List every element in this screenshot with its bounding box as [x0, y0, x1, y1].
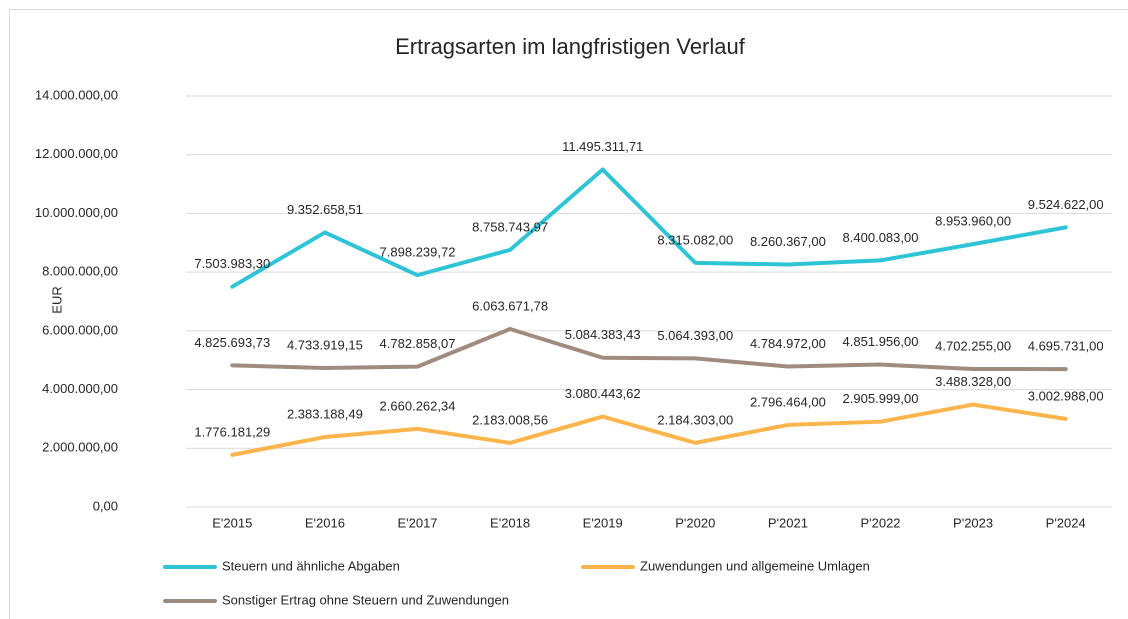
data-label: 7.898.239,72: [380, 245, 456, 260]
data-label: 8.953.960,00: [935, 214, 1011, 229]
data-label: 3.080.443,62: [565, 386, 641, 401]
data-label: 2.183.008,56: [472, 412, 548, 427]
x-tick-label: P'2023: [953, 515, 993, 530]
legend-label: Steuern und ähnliche Abgaben: [222, 558, 400, 573]
data-label: 5.064.393,00: [657, 328, 733, 343]
data-label: 8.758.743,97: [472, 219, 548, 234]
x-tick-label: P'2021: [768, 515, 808, 530]
y-tick-label: 8.000.000,00: [42, 264, 118, 279]
y-tick-label: 12.000.000,00: [35, 146, 118, 161]
data-label: 9.352.658,51: [287, 202, 363, 217]
legend-label: Zuwendungen und allgemeine Umlagen: [640, 558, 870, 573]
data-label: 2.660.262,34: [380, 398, 456, 413]
data-label: 4.702.255,00: [935, 338, 1011, 353]
y-tick-label: 6.000.000,00: [42, 322, 118, 337]
x-tick-label: P'2022: [860, 515, 900, 530]
data-label: 8.260.367,00: [750, 234, 826, 249]
x-tick-label: E'2015: [212, 515, 252, 530]
data-label: 3.488.328,00: [935, 374, 1011, 389]
x-tick-label: E'2018: [490, 515, 530, 530]
y-tick-label: 0,00: [93, 498, 118, 513]
data-label: 2.184.303,00: [657, 412, 733, 427]
y-tick-label: 10.000.000,00: [35, 205, 118, 220]
data-label: 8.400.083,00: [843, 230, 919, 245]
data-label: 11.495.311,71: [562, 139, 643, 154]
y-axis-label: EUR: [49, 286, 64, 313]
data-label: 4.733.919,15: [287, 337, 363, 352]
x-tick-label: E'2016: [305, 515, 345, 530]
data-label: 2.905.999,00: [843, 391, 919, 406]
series-line: [230, 326, 1068, 372]
data-label: 4.784.972,00: [750, 336, 826, 351]
series-line: [230, 167, 1068, 289]
chart-title: Ertragsarten im langfristigen Verlauf: [395, 34, 746, 59]
y-tick-label: 14.000.000,00: [35, 87, 118, 102]
data-label: 5.084.383,43: [565, 327, 641, 342]
data-label: 8.315.082,00: [657, 232, 733, 247]
y-tick-label: 2.000.000,00: [42, 440, 118, 455]
data-label: 1.776.181,29: [194, 424, 270, 439]
series-line: [230, 402, 1068, 457]
chart-border: [9, 9, 1128, 619]
data-label: 2.796.464,00: [750, 394, 826, 409]
data-label: 6.063.671,78: [472, 298, 548, 313]
x-tick-label: E'2019: [583, 515, 623, 530]
data-label: 4.695.731,00: [1028, 339, 1104, 354]
data-label: 7.503.983,30: [194, 256, 270, 271]
x-tick-label: E'2017: [397, 515, 437, 530]
data-label: 3.002.988,00: [1028, 388, 1104, 403]
y-tick-label: 4.000.000,00: [42, 381, 118, 396]
legend-label: Sonstiger Ertrag ohne Steuern und Zuwend…: [222, 592, 509, 607]
data-label: 9.524.622,00: [1028, 197, 1104, 212]
data-label: 4.851.956,00: [843, 334, 919, 349]
data-label: 4.782.858,07: [380, 336, 456, 351]
data-label: 4.825.693,73: [194, 335, 270, 350]
x-tick-label: P'2020: [675, 515, 715, 530]
x-tick-label: P'2024: [1046, 515, 1086, 530]
data-label: 2.383.188,49: [287, 406, 363, 421]
